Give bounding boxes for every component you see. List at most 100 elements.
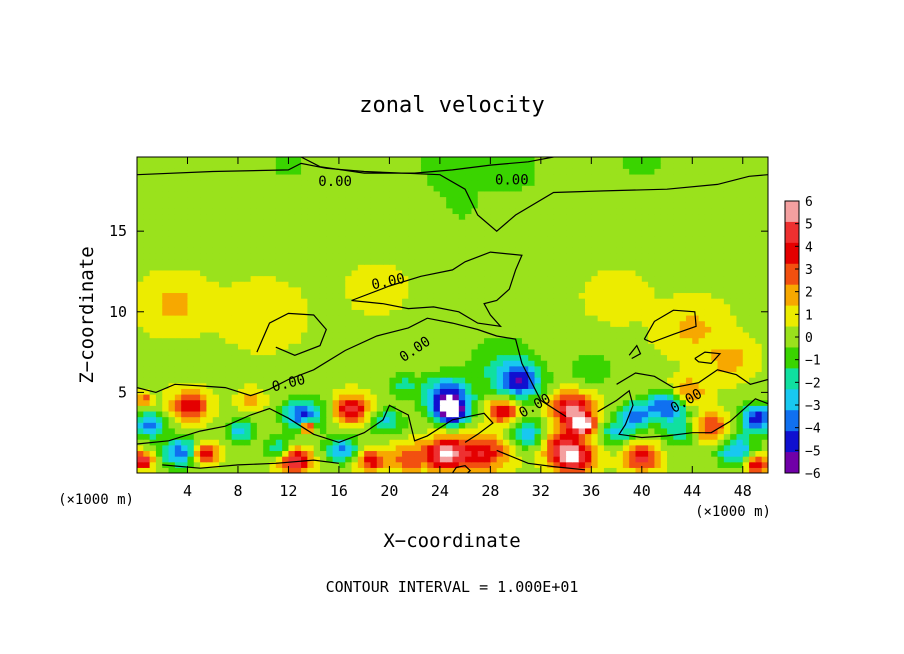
field-cell xyxy=(357,467,365,473)
field-cell xyxy=(313,258,321,265)
field-cell xyxy=(319,275,327,282)
field-cell xyxy=(200,207,208,215)
field-cell xyxy=(553,264,561,271)
field-cell xyxy=(181,444,189,452)
field-cell xyxy=(414,202,422,209)
field-cell xyxy=(439,292,447,299)
field-cell xyxy=(667,461,674,468)
field-cell xyxy=(389,399,397,406)
field-cell xyxy=(237,371,245,378)
field-cell xyxy=(685,410,693,418)
field-cell xyxy=(181,388,189,395)
field-cell xyxy=(225,377,233,384)
field-cell xyxy=(193,264,201,271)
field-cell xyxy=(408,360,416,367)
field-cell xyxy=(364,224,372,231)
field-cell xyxy=(717,309,725,316)
field-cell xyxy=(225,354,233,361)
field-cell xyxy=(648,416,656,423)
field-cell xyxy=(685,258,693,265)
field-cell xyxy=(528,258,536,265)
field-cell xyxy=(326,422,334,429)
field-cell xyxy=(521,269,529,277)
field-cell xyxy=(509,258,517,265)
field-cell xyxy=(256,326,264,333)
field-cell xyxy=(414,360,422,367)
field-cell xyxy=(439,433,447,440)
field-cell xyxy=(376,275,384,282)
field-cell xyxy=(326,348,334,356)
field-cell xyxy=(313,224,321,231)
field-cell xyxy=(143,337,151,344)
field-cell xyxy=(351,230,359,237)
field-cell xyxy=(597,382,605,389)
field-cell xyxy=(458,382,466,389)
field-cell xyxy=(143,326,151,333)
field-cell xyxy=(673,456,681,463)
field-cell xyxy=(679,286,687,294)
field-cell xyxy=(181,292,189,299)
field-cell xyxy=(736,467,744,473)
field-cell xyxy=(585,416,592,423)
field-cell xyxy=(187,269,195,277)
field-cell xyxy=(301,269,308,277)
field-cell xyxy=(635,422,643,429)
field-cell xyxy=(370,439,378,446)
field-cell xyxy=(219,337,226,344)
field-cell xyxy=(490,275,498,282)
field-cell xyxy=(572,433,580,440)
field-cell xyxy=(566,331,573,339)
field-cell xyxy=(597,303,605,310)
field-cell xyxy=(326,382,334,389)
field-cell xyxy=(212,247,220,254)
field-cell xyxy=(540,303,548,310)
field-cell xyxy=(635,461,643,468)
field-cell xyxy=(667,439,674,446)
field-cell xyxy=(402,377,409,384)
field-cell xyxy=(364,230,372,237)
field-cell xyxy=(288,444,296,452)
field-cell xyxy=(635,247,643,254)
field-cell xyxy=(250,315,258,322)
field-cell xyxy=(200,450,208,457)
field-cell xyxy=(528,365,536,373)
field-cell xyxy=(219,331,226,339)
field-cell xyxy=(357,303,365,310)
field-cell xyxy=(591,433,599,440)
field-cell xyxy=(641,382,649,389)
field-cell xyxy=(193,247,201,254)
field-cell xyxy=(547,461,555,468)
field-cell xyxy=(749,219,756,226)
field-cell xyxy=(206,286,214,294)
field-cell xyxy=(654,224,662,231)
field-cell xyxy=(566,190,573,198)
field-cell xyxy=(603,252,611,260)
field-cell xyxy=(755,348,763,356)
field-cell xyxy=(585,258,592,265)
field-cell xyxy=(313,394,321,401)
field-cell xyxy=(275,269,283,277)
field-cell xyxy=(250,269,258,277)
field-cell xyxy=(698,224,706,231)
field-cell xyxy=(572,354,580,361)
field-cell xyxy=(534,298,542,305)
field-cell xyxy=(692,275,700,282)
field-cell xyxy=(540,427,548,435)
field-cell xyxy=(559,275,567,282)
field-cell xyxy=(490,394,498,401)
field-cell xyxy=(742,422,750,429)
field-cell xyxy=(547,377,555,384)
field-cell xyxy=(143,422,151,429)
field-cell xyxy=(420,382,428,389)
field-cell xyxy=(591,292,599,299)
field-cell xyxy=(338,371,346,378)
field-cell xyxy=(376,405,384,412)
field-cell xyxy=(484,410,491,418)
field-cell xyxy=(149,236,157,243)
field-cell xyxy=(641,286,649,294)
field-cell xyxy=(414,348,422,356)
field-cell xyxy=(244,258,252,265)
field-cell xyxy=(585,354,592,361)
field-cell xyxy=(263,230,271,237)
field-cell xyxy=(471,219,479,226)
